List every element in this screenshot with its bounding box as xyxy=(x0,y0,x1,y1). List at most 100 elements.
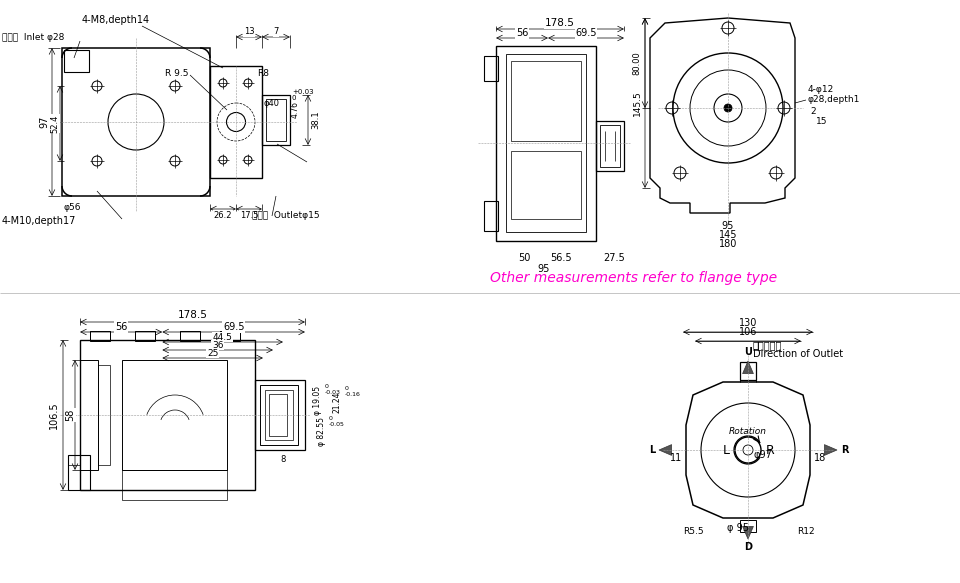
Bar xyxy=(740,520,756,532)
Text: R12: R12 xyxy=(797,528,815,536)
Text: 4-φ12: 4-φ12 xyxy=(808,86,834,94)
Text: 97: 97 xyxy=(39,116,49,128)
Text: 4-M10,depth17: 4-M10,depth17 xyxy=(2,216,77,226)
Polygon shape xyxy=(743,361,754,374)
Text: L: L xyxy=(723,444,730,456)
Bar xyxy=(269,394,287,436)
Text: 106: 106 xyxy=(739,327,757,337)
Text: R8: R8 xyxy=(257,68,269,78)
Text: 8: 8 xyxy=(280,455,286,465)
Text: 50: 50 xyxy=(517,253,530,263)
Text: 0: 0 xyxy=(292,95,297,101)
Bar xyxy=(262,95,290,145)
Text: R 9.5: R 9.5 xyxy=(165,68,188,78)
Text: 27.5: 27.5 xyxy=(603,253,625,263)
Text: R: R xyxy=(841,445,849,455)
Bar xyxy=(80,340,255,490)
Text: 13: 13 xyxy=(244,27,254,37)
Bar xyxy=(122,470,227,500)
Text: 36: 36 xyxy=(212,340,224,349)
Text: 145: 145 xyxy=(719,230,737,240)
Text: 38.1: 38.1 xyxy=(311,111,321,129)
Text: U: U xyxy=(744,347,752,357)
Text: φ97: φ97 xyxy=(753,450,772,460)
Polygon shape xyxy=(743,526,754,539)
Text: 18: 18 xyxy=(814,453,827,463)
Text: 21.24: 21.24 xyxy=(333,391,342,413)
Text: φ 19.05: φ 19.05 xyxy=(313,385,322,415)
Text: 130: 130 xyxy=(739,318,757,328)
Bar xyxy=(64,50,89,72)
Bar xyxy=(80,360,98,470)
Text: 25: 25 xyxy=(207,349,218,357)
Bar xyxy=(511,61,581,141)
Text: R: R xyxy=(766,444,775,456)
Text: 178.5: 178.5 xyxy=(178,310,207,320)
Bar xyxy=(260,385,298,445)
Text: +0.03: +0.03 xyxy=(292,89,314,95)
Circle shape xyxy=(724,104,732,112)
Text: φ40: φ40 xyxy=(263,99,279,107)
Text: 52.4: 52.4 xyxy=(51,114,60,133)
Text: 56: 56 xyxy=(516,28,528,38)
Bar xyxy=(506,54,586,232)
Bar xyxy=(600,125,620,167)
Text: Other measurements refer to flange type: Other measurements refer to flange type xyxy=(490,271,778,285)
Bar xyxy=(596,121,624,171)
Bar xyxy=(90,331,110,341)
Text: 2: 2 xyxy=(810,107,816,117)
Text: R5.5: R5.5 xyxy=(683,528,704,536)
Text: 11: 11 xyxy=(670,453,683,463)
Text: φ 95: φ 95 xyxy=(727,523,749,533)
Text: 56: 56 xyxy=(115,322,128,332)
Bar xyxy=(62,48,210,196)
Text: φ 82.55: φ 82.55 xyxy=(317,417,326,447)
Text: 0: 0 xyxy=(329,416,333,422)
Text: 4.76: 4.76 xyxy=(291,101,300,118)
Bar xyxy=(98,365,110,465)
Text: 入油口  Inlet φ28: 入油口 Inlet φ28 xyxy=(2,33,64,43)
Polygon shape xyxy=(659,445,672,455)
Text: 69.5: 69.5 xyxy=(575,28,597,38)
Text: 80.00: 80.00 xyxy=(633,51,641,75)
Text: 95: 95 xyxy=(538,264,550,274)
Text: 106.5: 106.5 xyxy=(49,401,59,429)
Bar xyxy=(180,331,200,341)
Text: 17.5: 17.5 xyxy=(240,210,258,220)
Text: 145.5: 145.5 xyxy=(633,90,641,116)
Text: φ28,depth1: φ28,depth1 xyxy=(808,96,860,104)
Bar xyxy=(135,331,155,341)
Text: -0.16: -0.16 xyxy=(345,392,361,398)
Text: 69.5: 69.5 xyxy=(223,322,245,332)
Text: 58: 58 xyxy=(65,409,75,421)
Text: -0.03: -0.03 xyxy=(325,391,341,395)
Bar xyxy=(484,56,498,81)
Text: 15: 15 xyxy=(816,117,828,125)
Text: 7: 7 xyxy=(274,27,278,37)
Text: 95: 95 xyxy=(722,221,734,231)
Text: Direction of Outlet: Direction of Outlet xyxy=(753,349,843,359)
Text: 44.5: 44.5 xyxy=(213,332,232,342)
Bar xyxy=(265,390,293,440)
Text: -0.05: -0.05 xyxy=(329,423,345,427)
Bar xyxy=(255,380,305,450)
Bar xyxy=(511,151,581,219)
Bar xyxy=(266,99,286,141)
Bar xyxy=(210,66,262,178)
Bar xyxy=(484,201,498,231)
Text: 出油口方向: 出油口方向 xyxy=(753,340,782,350)
Text: L: L xyxy=(649,445,655,455)
Bar xyxy=(740,362,756,380)
Text: φ56: φ56 xyxy=(64,203,82,212)
Bar xyxy=(496,46,596,241)
Bar xyxy=(68,455,90,490)
Text: D: D xyxy=(744,542,752,552)
Text: 4-M8,depth14: 4-M8,depth14 xyxy=(82,15,150,25)
Text: Rotation: Rotation xyxy=(729,427,767,437)
Text: 0: 0 xyxy=(325,385,329,389)
Bar xyxy=(122,360,227,470)
Text: 178.5: 178.5 xyxy=(545,18,575,28)
Text: 出油口  Outletφ15: 出油口 Outletφ15 xyxy=(252,212,320,220)
Text: 0: 0 xyxy=(345,387,348,392)
Text: 26.2: 26.2 xyxy=(214,210,232,220)
